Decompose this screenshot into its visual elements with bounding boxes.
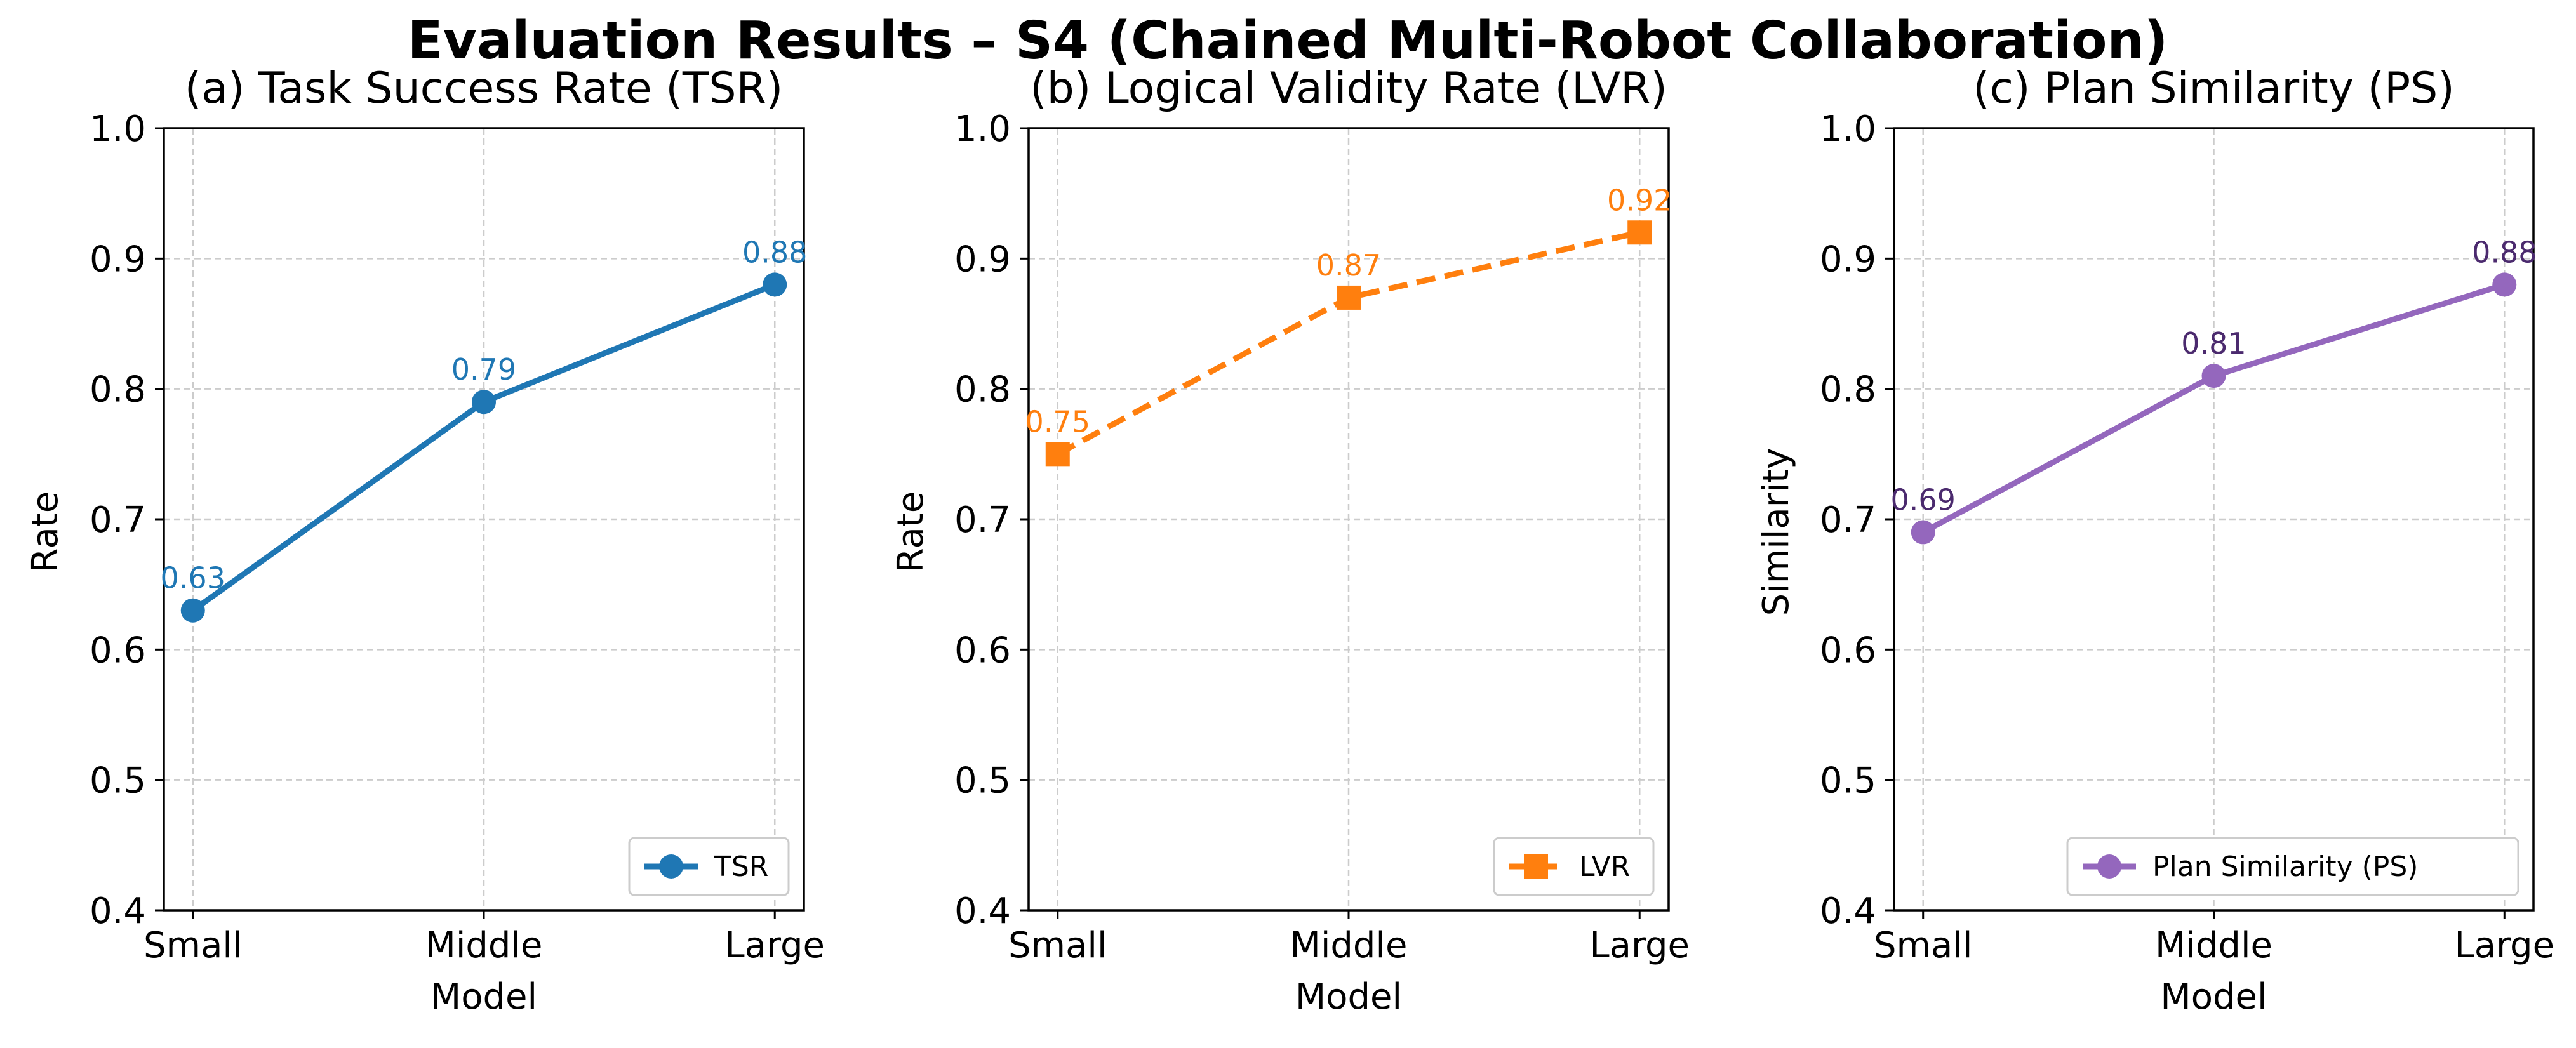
x-tick-label: Middle (1290, 925, 1408, 966)
legend-marker (659, 854, 683, 879)
panel-title: (a) Task Success Rate (TSR) (185, 63, 784, 114)
legend-marker (1524, 854, 1548, 879)
x-axis-label: Model (430, 976, 537, 1018)
chart-panel-2: 0.4 0.5 0.6 0.7 0.8 0.9 1.0 Small Middle Large Mod… (890, 63, 1690, 1018)
x-tick-label: Middle (2155, 925, 2272, 966)
y-tick-label: 0.5 (1820, 760, 1876, 802)
y-tick-label: 0.6 (90, 630, 146, 671)
legend-label: TSR (714, 851, 768, 883)
data-label: 0.87 (1316, 248, 1381, 282)
data-label: 0.88 (742, 235, 807, 269)
y-tick-label: 0.9 (954, 239, 1011, 280)
data-label: 0.69 (1891, 483, 1956, 517)
y-axis-label: Rate (25, 491, 66, 573)
legend: LVR (1493, 837, 1655, 896)
y-axis-label: Similarity (1756, 448, 1797, 616)
data-label: 0.81 (2181, 326, 2246, 361)
y-tick-label: 1.0 (954, 109, 1011, 150)
y-tick-label: 1.0 (90, 109, 146, 150)
panel-title: (b) Logical Validity Rate (LVR) (1030, 63, 1667, 114)
y-tick-label: 0.7 (954, 500, 1011, 541)
legend-frame (628, 837, 790, 896)
y-tick-label: 0.7 (90, 500, 146, 541)
data-label: 0.63 (161, 561, 225, 595)
y-tick-label: 0.4 (1820, 891, 1876, 932)
legend-marker (2097, 854, 2121, 879)
x-tick-label: Small (143, 925, 243, 966)
legend-frame (1493, 837, 1655, 896)
chart-panel-1: 0.4 0.5 0.6 0.7 0.8 0.9 1.0 Small Middle Large Mod… (25, 63, 825, 1018)
legend: Plan Similarity (PS) (2066, 837, 2519, 896)
legend-label: LVR (1579, 851, 1630, 883)
data-label: 0.88 (2472, 235, 2537, 269)
x-tick-label: Small (1008, 925, 1107, 966)
y-tick-label: 0.8 (954, 369, 1011, 411)
y-tick-label: 0.5 (954, 760, 1011, 802)
panel-title: (c) Plan Similarity (PS) (1973, 63, 2455, 114)
y-tick-label: 0.7 (1820, 500, 1876, 541)
y-axis-label: Rate (890, 491, 931, 573)
y-tick-label: 0.6 (954, 630, 1011, 671)
x-tick-label: Small (1874, 925, 1973, 966)
y-tick-label: 1.0 (1820, 109, 1876, 150)
x-tick-label: Large (2455, 925, 2555, 966)
x-axis-label: Model (1295, 976, 1402, 1018)
data-point (1045, 442, 1070, 467)
x-tick-label: Large (724, 925, 825, 966)
figure-title: Evaluation Results – S4 (Chained Multi-R… (408, 11, 2168, 71)
legend-label: Plan Similarity (PS) (2152, 851, 2418, 883)
chart-panel-3: 0.4 0.5 0.6 0.7 0.8 0.9 1.0 Small Middle Large Mod… (1756, 63, 2554, 1018)
y-tick-label: 0.6 (1820, 630, 1876, 671)
data-label: 0.79 (451, 352, 516, 387)
data-point (1337, 285, 1361, 310)
legend-frame (2066, 837, 2519, 896)
data-point (180, 598, 205, 623)
y-tick-label: 0.5 (90, 760, 146, 802)
data-point (1911, 520, 1935, 545)
y-tick-label: 0.9 (1820, 239, 1876, 280)
panels: 0.4 0.5 0.6 0.7 0.8 0.9 1.0 Small Middle Large Mod… (25, 63, 2554, 1018)
y-tick-label: 0.8 (90, 369, 146, 411)
data-point (2201, 364, 2226, 388)
data-point (472, 390, 496, 415)
data-label: 0.92 (1607, 183, 1672, 217)
legend: TSR (628, 837, 790, 896)
data-label: 0.75 (1025, 404, 1090, 439)
data-point (2492, 272, 2517, 297)
y-tick-label: 0.9 (90, 239, 146, 280)
y-tick-label: 0.4 (90, 891, 146, 932)
x-tick-label: Large (1589, 925, 1690, 966)
y-tick-label: 0.8 (1820, 369, 1876, 411)
y-tick-label: 0.4 (954, 891, 1011, 932)
x-tick-label: Middle (425, 925, 543, 966)
x-axis-label: Model (2160, 976, 2267, 1018)
data-point (1627, 220, 1652, 245)
data-point (763, 272, 787, 297)
